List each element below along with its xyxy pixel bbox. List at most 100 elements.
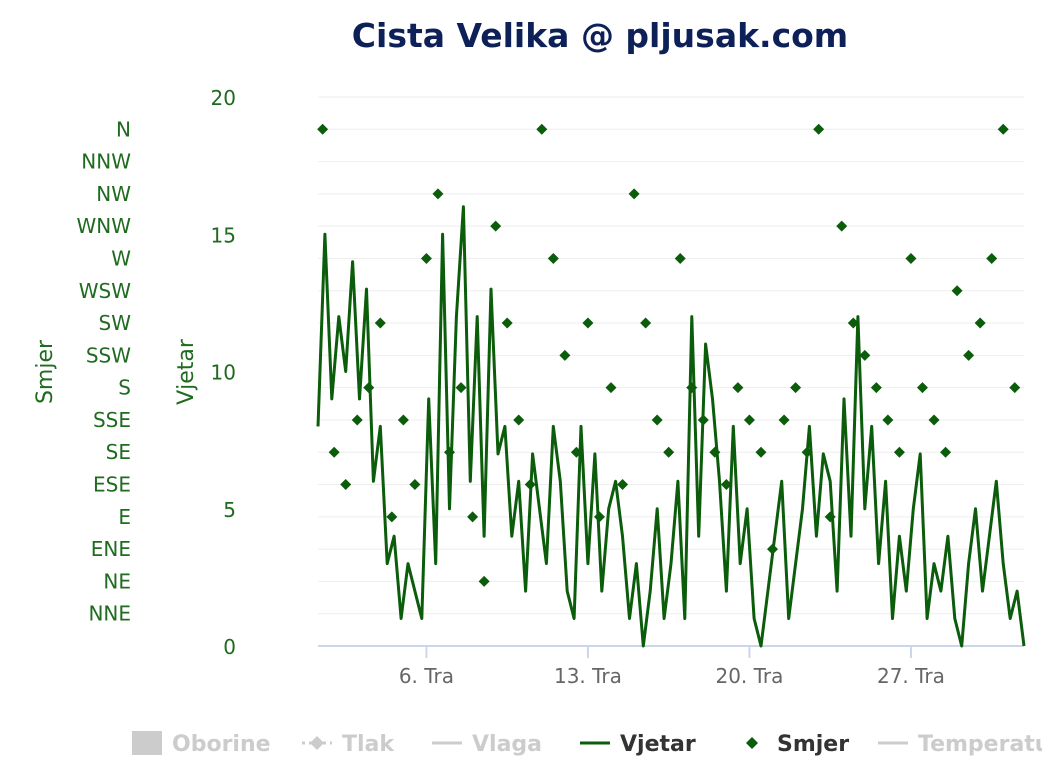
wind-tick-label: 10 [211, 361, 236, 385]
direction-tick-label: WSW [79, 279, 131, 303]
x-tick-label: 20. Tra [715, 664, 783, 688]
x-tick-label: 27. Tra [877, 664, 945, 688]
legend-item-oborine[interactable]: Oborine [132, 731, 271, 757]
direction-point [859, 349, 871, 361]
direction-point [478, 575, 490, 587]
direction-tick-label: SSE [93, 408, 131, 432]
direction-point [882, 414, 894, 426]
direction-point [501, 317, 513, 329]
wind-line [316, 205, 1026, 648]
legend-label: Oborine [172, 732, 271, 757]
direction-point [963, 349, 975, 361]
direction-point [340, 479, 352, 491]
direction-point [640, 317, 652, 329]
wind-tick-label: 5 [223, 498, 236, 522]
legend: Oborine Tlak Vlaga Vjetar Smjer Temperatu [132, 731, 1042, 757]
direction-point [720, 479, 732, 491]
direction-tick-label: NNE [88, 602, 131, 626]
direction-point [905, 252, 917, 264]
legend-item-temperatu[interactable]: Temperatu [878, 732, 1042, 757]
x-tick-label: 13. Tra [554, 664, 622, 688]
legend-label: Temperatu [918, 732, 1042, 757]
direction-point [397, 414, 409, 426]
direction-point [847, 317, 859, 329]
legend-item-vjetar[interactable]: Vjetar [580, 732, 696, 757]
legend-item-tlak[interactable]: Tlak [302, 732, 395, 757]
direction-point [732, 382, 744, 394]
direction-tick-label: N [116, 117, 131, 141]
direction-point [432, 188, 444, 200]
direction-point [386, 511, 398, 523]
direction-point [317, 123, 329, 135]
direction-point [559, 349, 571, 361]
direction-point [547, 252, 559, 264]
direction-tick-label: ENE [91, 537, 131, 561]
direction-point [351, 414, 363, 426]
direction-point [813, 123, 825, 135]
legend-label: Vjetar [620, 732, 696, 757]
wind-tick-label: 0 [223, 635, 236, 659]
legend-symbol [310, 736, 324, 750]
direction-tick-label: E [118, 505, 131, 529]
direction-point [790, 382, 802, 394]
direction-point [409, 479, 421, 491]
direction-tick-label: S [118, 376, 131, 400]
wind-tick-label: 20 [211, 86, 236, 110]
direction-point [940, 446, 952, 458]
direction-tick-label: SW [99, 311, 132, 335]
direction-point [928, 414, 940, 426]
legend-label: Vlaga [472, 732, 542, 757]
direction-tick-label: W [111, 246, 131, 270]
legend-symbol [746, 737, 758, 749]
direction-tick-label: ESE [93, 473, 131, 497]
direction-point [513, 414, 525, 426]
direction-point [893, 446, 905, 458]
direction-axis-title: Smjer [33, 339, 58, 404]
direction-point [997, 123, 1009, 135]
x-tick-label: 6. Tra [399, 664, 454, 688]
wind-tick-label: 15 [211, 223, 236, 247]
legend-item-smjer[interactable]: Smjer [746, 732, 849, 757]
direction-axis: NNE NE ENE E ESE SE SSE S SSW SW WSW W WNW NW NNW N [76, 117, 131, 625]
direction-point [617, 479, 629, 491]
direction-point [490, 220, 502, 232]
legend-symbol [132, 731, 162, 755]
direction-tick-label: NNW [81, 150, 131, 174]
legend-label: Smjer [777, 732, 849, 757]
direction-tick-label: NW [96, 182, 131, 206]
direction-point [778, 414, 790, 426]
direction-point [663, 446, 675, 458]
direction-point [870, 382, 882, 394]
chart-title: Cista Velika @ pljusak.com [352, 16, 848, 55]
direction-tick-label: SSW [86, 343, 131, 367]
direction-point [328, 446, 340, 458]
direction-tick-label: NE [103, 569, 131, 593]
direction-point [974, 317, 986, 329]
direction-point [743, 414, 755, 426]
direction-point [1009, 382, 1021, 394]
direction-point [986, 252, 998, 264]
x-axis: 6. Tra 13. Tra 20. Tra 27. Tra [399, 646, 945, 688]
direction-point [605, 382, 617, 394]
direction-point [674, 252, 686, 264]
direction-point [916, 382, 928, 394]
direction-point [836, 220, 848, 232]
direction-point [467, 511, 479, 523]
direction-point [651, 414, 663, 426]
direction-point [628, 188, 640, 200]
direction-point [755, 446, 767, 458]
wind-axis-title: Vjetar [174, 338, 199, 405]
wind-axis: 0 5 10 15 20 [211, 86, 236, 659]
direction-tick-label: SE [106, 440, 131, 464]
direction-point [951, 285, 963, 297]
direction-point [374, 317, 386, 329]
plot-area [316, 123, 1026, 648]
direction-point [582, 317, 594, 329]
direction-tick-label: WNW [76, 214, 131, 238]
legend-item-vlaga[interactable]: Vlaga [432, 732, 542, 757]
legend-label: Tlak [342, 732, 395, 757]
direction-point [420, 252, 432, 264]
direction-point [536, 123, 548, 135]
direction-point [455, 382, 467, 394]
